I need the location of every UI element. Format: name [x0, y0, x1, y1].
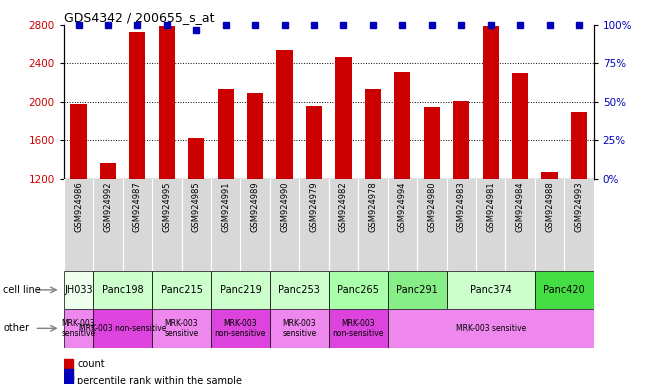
Bar	[365, 89, 381, 294]
Bar	[211, 309, 270, 348]
Bar	[395, 72, 410, 294]
Text: GSM924981: GSM924981	[486, 181, 495, 232]
Text: GSM924995: GSM924995	[162, 181, 171, 232]
Bar	[482, 26, 499, 294]
Text: Panc374: Panc374	[470, 285, 512, 295]
Text: MRK-003
non-sensitive: MRK-003 non-sensitive	[215, 319, 266, 338]
Bar	[542, 172, 558, 294]
Text: GSM924980: GSM924980	[427, 181, 436, 232]
Bar	[270, 271, 329, 309]
Bar	[453, 101, 469, 294]
Bar	[329, 271, 387, 309]
Bar	[64, 359, 74, 370]
Text: Panc420: Panc420	[544, 285, 585, 295]
Bar	[447, 271, 535, 309]
Text: GSM924994: GSM924994	[398, 181, 407, 232]
Text: GSM924993: GSM924993	[574, 181, 583, 232]
Bar	[159, 26, 175, 294]
Bar	[100, 163, 116, 294]
Text: cell line: cell line	[3, 285, 41, 295]
Bar	[512, 73, 528, 294]
Bar	[93, 271, 152, 309]
Bar	[152, 309, 211, 348]
Text: GSM924985: GSM924985	[192, 181, 201, 232]
Bar	[270, 309, 329, 348]
Text: count: count	[77, 359, 105, 369]
Text: GSM924991: GSM924991	[221, 181, 230, 232]
Text: MRK-003
non-sensitive: MRK-003 non-sensitive	[333, 319, 384, 338]
Bar	[64, 309, 93, 348]
Text: JH033: JH033	[64, 285, 93, 295]
Text: GSM924983: GSM924983	[457, 181, 465, 232]
Text: MRK-003
sensitive: MRK-003 sensitive	[282, 319, 316, 338]
Text: GSM924988: GSM924988	[545, 181, 554, 232]
Text: percentile rank within the sample: percentile rank within the sample	[77, 376, 242, 384]
Bar	[387, 271, 447, 309]
Text: MRK-003
sensitive: MRK-003 sensitive	[61, 319, 96, 338]
Text: GSM924984: GSM924984	[516, 181, 525, 232]
Text: GSM924986: GSM924986	[74, 181, 83, 232]
Bar	[70, 104, 87, 294]
Bar	[211, 271, 270, 309]
Text: GSM924978: GSM924978	[368, 181, 378, 232]
Text: GDS4342 / 200655_s_at: GDS4342 / 200655_s_at	[64, 11, 214, 24]
Bar	[535, 271, 594, 309]
Text: Panc265: Panc265	[337, 285, 379, 295]
Bar	[247, 93, 263, 294]
Text: GSM924987: GSM924987	[133, 181, 142, 232]
Bar	[130, 32, 145, 294]
Text: GSM924982: GSM924982	[339, 181, 348, 232]
Text: Panc215: Panc215	[161, 285, 202, 295]
Text: GSM924989: GSM924989	[251, 181, 260, 232]
Text: Panc198: Panc198	[102, 285, 143, 295]
Bar	[387, 309, 594, 348]
Bar	[188, 138, 204, 294]
Text: other: other	[3, 323, 29, 333]
Bar	[64, 369, 74, 380]
Bar	[93, 309, 152, 348]
Text: Panc253: Panc253	[279, 285, 320, 295]
Text: MRK-003 sensitive: MRK-003 sensitive	[456, 324, 526, 333]
Text: Panc291: Panc291	[396, 285, 438, 295]
Bar	[217, 89, 234, 294]
Bar	[306, 106, 322, 294]
Bar	[571, 113, 587, 294]
Bar	[152, 271, 211, 309]
Text: MRK-003 non-sensitive: MRK-003 non-sensitive	[79, 324, 167, 333]
Bar	[329, 309, 387, 348]
Bar	[277, 50, 293, 294]
Text: MRK-003
sensitive: MRK-003 sensitive	[165, 319, 199, 338]
Bar	[64, 375, 74, 384]
Bar	[335, 56, 352, 294]
Bar	[64, 271, 93, 309]
Text: GSM924992: GSM924992	[104, 181, 113, 232]
Text: GSM924979: GSM924979	[309, 181, 318, 232]
Text: GSM924990: GSM924990	[280, 181, 289, 232]
Bar	[424, 107, 440, 294]
Text: Panc219: Panc219	[219, 285, 261, 295]
